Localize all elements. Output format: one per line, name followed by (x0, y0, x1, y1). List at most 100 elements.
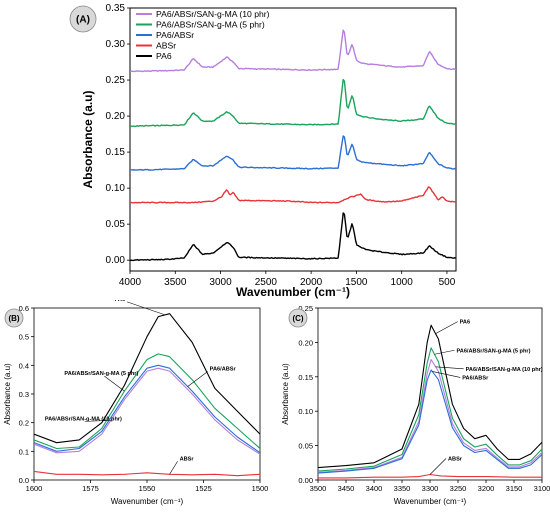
x-tick-label: 1500 (345, 277, 368, 288)
annotation-arrow (84, 420, 111, 422)
panel-label: (C) (292, 314, 303, 323)
chart-panel-a: 4000 3500 3000 2500 2000 1500 1000 500 0.00 0.05 0… (69, 3, 457, 299)
y-tick-label: 0.6 (19, 304, 29, 313)
y-tick-label: 0.20 (106, 111, 126, 122)
annotation-pa6-absr-san-g-ma-10-phr: PA6/ABSr/SAN-g-MA (10 phr) (466, 367, 543, 373)
y-tick-label: 0.2 (19, 419, 29, 428)
legend-entry-pa6-absr: PA6/ABSr (156, 30, 194, 40)
annotation-arrow (435, 321, 458, 334)
y-tick-label: 0.4 (19, 361, 29, 370)
y-tick-label: 0.0 (19, 476, 29, 485)
y-tick-label: 0.15 (298, 373, 313, 382)
annotation-pa6-absr: PA6/ABSr (462, 375, 489, 381)
y-tick-label: 0.25 (298, 304, 313, 313)
x-tick-label: 3500 (310, 484, 327, 493)
annotation-arrow (187, 371, 208, 387)
x-tick-label: 1000 (391, 277, 414, 288)
plot-frame (129, 7, 457, 272)
x-tick-label: 3400 (366, 484, 383, 493)
x-axis-label: Wavenumber (cm⁻¹) (111, 497, 184, 506)
x-tick-label: 3200 (478, 484, 495, 493)
legend-entry-pa6: PA6 (156, 51, 172, 61)
series-line-absr (318, 473, 542, 479)
plot-frame (317, 307, 543, 481)
annotation-arrow (435, 366, 464, 370)
series-line-pa6-absr-san-g-ma-10-phr (34, 367, 260, 455)
panel-badge (288, 308, 308, 328)
series-line-pa6-absr-san-g-ma-10-phr (130, 29, 456, 73)
annotation-absr: ABSr (448, 456, 463, 462)
x-axis-label: Wavenumber (cm⁻¹) (236, 285, 350, 299)
y-tick-label: 0.00 (298, 476, 313, 485)
series-line-pa6 (34, 313, 260, 444)
y-axis-label: Absorbance (a.u) (81, 90, 95, 188)
y-axis-label: Absorbance (a.u) (3, 363, 12, 425)
legend-entry-pa6-absr-san-g-ma-10-phr: PA6/ABSr/SAN-g-MA (10 phr) (156, 9, 270, 19)
x-tick-label: 1600 (26, 484, 43, 493)
annotation-pa6: PA6 (460, 320, 470, 326)
series-line-absr (130, 186, 456, 204)
annotation-arrow (126, 301, 166, 316)
annotation-pa6-absr-san-g-ma-5-phr: PA6/ABSr/SAN-g-MA (5 phr) (64, 371, 138, 377)
y-tick-label: 0.15 (106, 147, 126, 158)
series-line-pa6-absr-san-g-ma-5-phr (130, 78, 456, 128)
x-axis-label: Wavenumber (cm⁻¹) (394, 497, 467, 506)
y-tick-label: 0.10 (106, 183, 126, 194)
panel-label: (B) (8, 314, 19, 323)
chart-panel-b: 1600 1575 1550 1525 1500 0.0 0.1 0.2 0.3 0.4 0.5 0.… (3, 300, 269, 506)
y-tick-label: 0.1 (19, 447, 29, 456)
series-line-pa6-absr (318, 369, 542, 474)
series-line-pa6-absr-san-g-ma-10-phr (318, 359, 542, 473)
y-tick-label: 0.05 (106, 219, 126, 230)
annotation-arrow (169, 461, 178, 475)
annotation-absr: ABSr (180, 456, 195, 462)
annotation-arrow (434, 349, 455, 355)
y-tick-label: 0.10 (298, 407, 313, 416)
x-tick-label: 3100 (534, 484, 550, 493)
x-tick-label: 3350 (394, 484, 411, 493)
y-tick-label: 0.00 (106, 255, 126, 266)
x-tick-label: 1575 (82, 484, 99, 493)
legend-entry-absr: ABSr (156, 41, 176, 51)
panel-label: (A) (76, 15, 90, 26)
x-tick-label: 3300 (422, 484, 439, 493)
x-tick-label: 1500 (252, 484, 269, 493)
annotation-arrow (432, 371, 461, 378)
x-tick-label: 2000 (300, 277, 323, 288)
chart-panel-c: 3500 3450 3400 3350 3300 3250 3200 3150 3100 0.00… (281, 304, 550, 506)
x-tick-label: 500 (439, 277, 456, 288)
annotation-pa6-absr: PA6/ABSr (210, 367, 237, 373)
x-tick-label: 3000 (209, 277, 232, 288)
x-tick-label: 3450 (338, 484, 355, 493)
annotation-arrow (104, 375, 125, 392)
series-line-pa6-absr-san-g-ma-5-phr (34, 353, 260, 450)
series-line-absr (34, 470, 260, 477)
series-line-pa6-absr (130, 135, 456, 171)
y-tick-label: 0.35 (106, 3, 126, 14)
x-tick-label: 3150 (506, 484, 523, 493)
y-tick-label: 0.25 (106, 75, 126, 86)
x-tick-label: 2500 (255, 277, 278, 288)
series-line-pa6 (318, 324, 542, 469)
x-tick-label: 4000 (119, 277, 142, 288)
y-axis-label: Absorbance (a.u) (281, 363, 290, 425)
series-line-pa6 (130, 212, 456, 262)
plot-frame (33, 307, 261, 481)
panel-badge (4, 308, 24, 328)
y-tick-label: 0.20 (298, 338, 313, 347)
annotation-pa6-absr-san-g-ma-10-phr: PA6/ABSr/SAN-g-MA (10 phr) (45, 416, 122, 422)
annotation-arrow (429, 458, 447, 475)
series-line-pa6-absr (34, 364, 260, 454)
y-tick-label: 0.30 (106, 39, 126, 50)
x-tick-label: 3500 (164, 277, 187, 288)
panel-badge (69, 5, 97, 33)
annotation-pa6: PA6 (115, 300, 125, 303)
annotation-pa6-absr-san-g-ma-5-phr: PA6/ABSr/SAN-g-MA (5 phr) (456, 348, 530, 354)
y-tick-label: 0.5 (19, 333, 29, 342)
y-tick-label: 0.3 (19, 390, 29, 399)
x-tick-label: 3250 (450, 484, 467, 493)
y-tick-label: 0.05 (298, 442, 313, 451)
series-line-pa6-absr-san-g-ma-5-phr (318, 347, 542, 472)
x-tick-label: 1525 (195, 484, 212, 493)
legend-entry-pa6-absr-san-g-ma-5-phr: PA6/ABSr/SAN-g-MA (5 phr) (156, 20, 265, 30)
